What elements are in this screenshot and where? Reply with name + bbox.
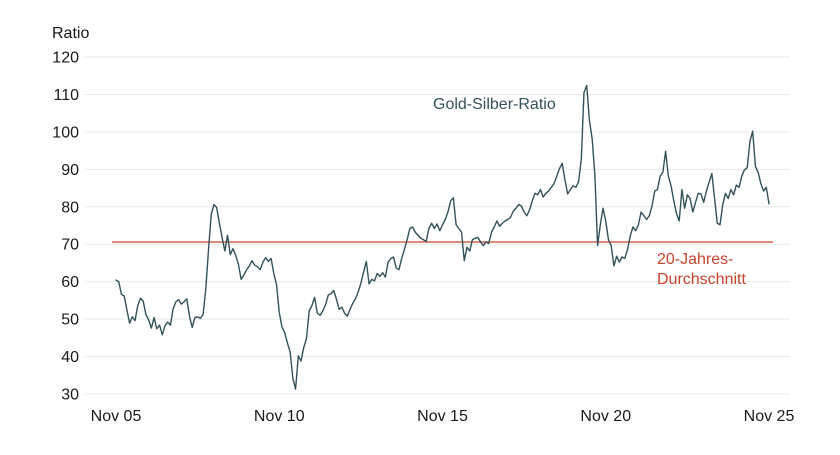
y-axis-title: Ratio bbox=[52, 25, 90, 42]
x-tick-label: Nov 25 bbox=[744, 408, 795, 425]
series-annotation: Gold-Silber-Ratio bbox=[433, 96, 556, 113]
x-tick-label: Nov 15 bbox=[417, 408, 468, 425]
y-tick-label: 100 bbox=[52, 124, 79, 141]
x-tick-label: Nov 10 bbox=[254, 408, 305, 425]
y-tick-label: 60 bbox=[61, 274, 79, 291]
average-line-annotation: 20-Jahres- Durchschnitt bbox=[657, 251, 746, 288]
ratio-line bbox=[115, 84, 770, 390]
y-tick-label: 70 bbox=[61, 237, 79, 254]
y-tick-label: 90 bbox=[61, 162, 79, 179]
x-tick-label: Nov 20 bbox=[580, 408, 631, 425]
y-tick-label: 40 bbox=[61, 349, 79, 366]
y-tick-label: 120 bbox=[52, 50, 79, 67]
y-tick-label: 50 bbox=[61, 312, 79, 329]
y-tick-label: 110 bbox=[53, 87, 79, 104]
y-tick-label: 30 bbox=[61, 387, 79, 404]
x-tick-label: Nov 05 bbox=[91, 408, 142, 425]
y-tick-label: 80 bbox=[61, 199, 79, 216]
